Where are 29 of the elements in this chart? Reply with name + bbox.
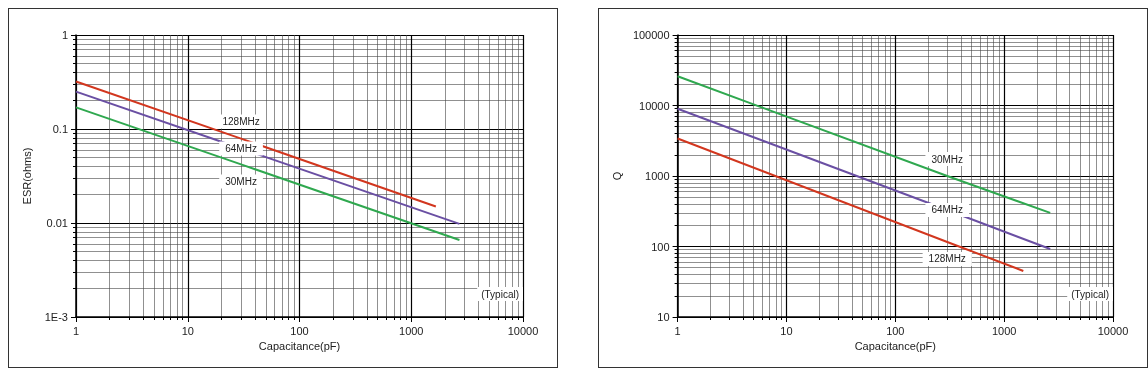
y-tick-label: 10 bbox=[657, 311, 670, 323]
y-tick-label: 100000 bbox=[632, 29, 670, 41]
x-tick-label: 10000 bbox=[507, 324, 539, 337]
y-axis-title: ESR(ohms) bbox=[20, 147, 33, 205]
x-axis-title: Capacitance(pF) bbox=[258, 340, 341, 353]
y-tick-label: 10000 bbox=[639, 99, 670, 112]
series-label: 30MHz bbox=[225, 175, 257, 187]
annotation: (Typical) bbox=[481, 288, 520, 300]
x-tick-label: 10 bbox=[780, 324, 793, 337]
x-tick-label: 1000 bbox=[399, 324, 424, 337]
x-tick-label: 1 bbox=[72, 324, 80, 337]
x-tick-label: 10000 bbox=[1097, 324, 1129, 337]
x-tick-label: 100 bbox=[290, 324, 309, 337]
y-tick-label: 1 bbox=[61, 29, 68, 41]
x-tick-label: 1000 bbox=[991, 324, 1017, 337]
y-tick-label: 0.1 bbox=[52, 123, 68, 135]
y-axis-title: Q bbox=[610, 171, 623, 181]
annotation: (Typical) bbox=[1071, 288, 1110, 300]
x-tick-label: 1 bbox=[674, 324, 681, 337]
series-label: 128MHz bbox=[928, 253, 966, 265]
x-axis-title: Capacitance(pF) bbox=[854, 340, 936, 353]
series-label: 128MHz bbox=[222, 116, 260, 128]
y-tick-label: 0.01 bbox=[46, 217, 68, 229]
y-tick-label: 1000 bbox=[645, 170, 670, 182]
x-tick-label: 100 bbox=[886, 324, 905, 337]
x-tick-label: 10 bbox=[181, 324, 194, 337]
series-label: 30MHz bbox=[931, 153, 964, 165]
y-tick-label: 100 bbox=[651, 240, 670, 253]
y-tick-label: 1E-3 bbox=[44, 311, 68, 323]
